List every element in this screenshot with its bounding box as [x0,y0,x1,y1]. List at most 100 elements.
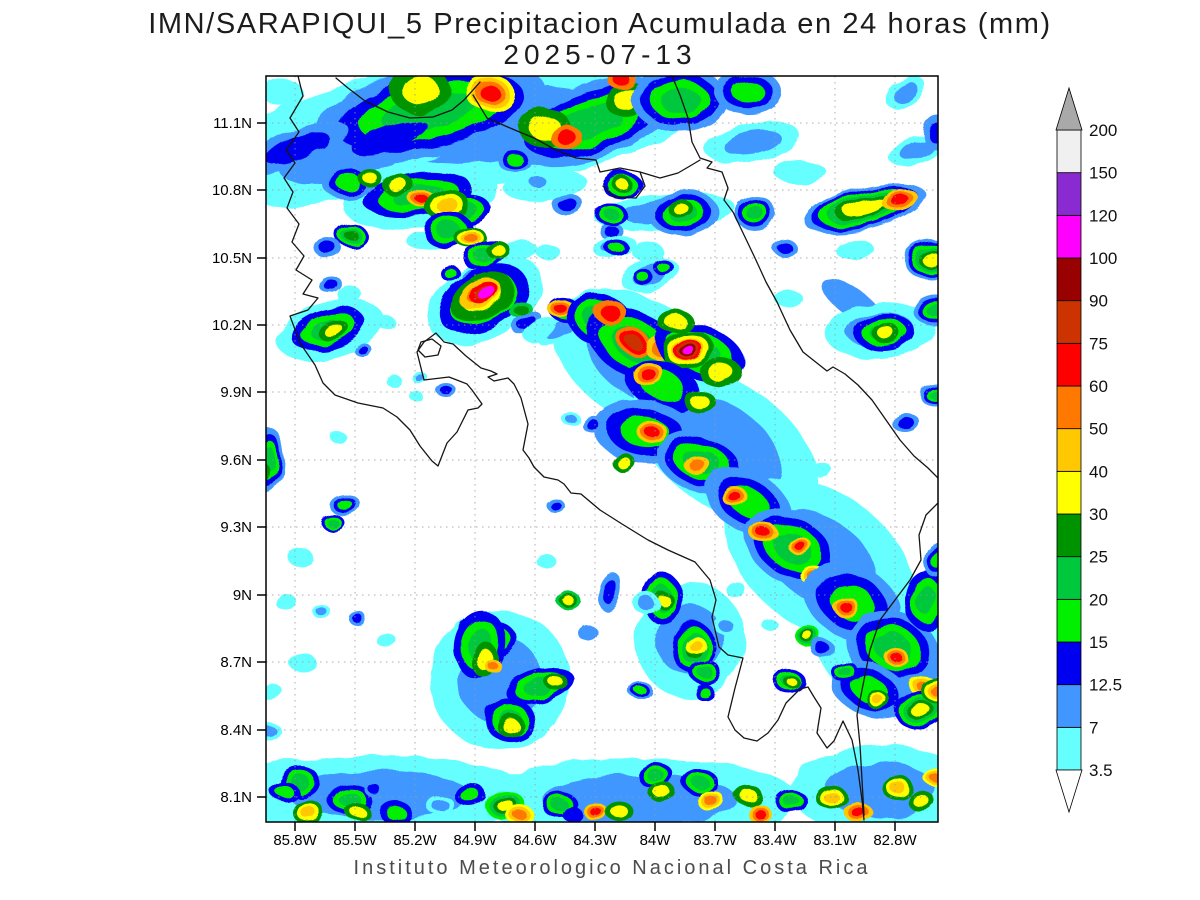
colorbar-tick-label: 12.5 [1089,676,1122,695]
lon-tick-label: 83.1W [813,832,857,849]
precip-cell [631,592,659,612]
precip-cell [908,792,936,812]
colorbar-tick-label: 7 [1089,718,1098,737]
precip-cell [894,690,938,730]
lat-tick-label: 9.6N [220,452,252,469]
lon-tick-label: 84W [640,832,672,849]
precip-cell [478,286,496,300]
lat-tick-label: 10.2N [212,317,252,334]
colorbar-segment [1056,172,1082,216]
colorbar-segment [1056,556,1082,600]
precip-cell [330,431,346,443]
precip-cell [848,610,938,686]
precip-cell [584,803,608,821]
colorbar-segment [1056,470,1082,515]
precip-cell [346,803,370,821]
precip-cell [292,800,324,822]
figure-date: 2025-07-13 [503,39,696,70]
precip-cell [924,769,938,787]
precip-cell [390,76,450,114]
precip-cell [832,596,858,616]
precip-cell [632,362,664,386]
precip-cell [749,522,777,542]
lon-tick-label: 83.4W [753,832,797,849]
precip-cell [704,120,800,164]
precip-cell [615,326,651,356]
precip-cell [694,684,714,700]
colorbar-segment [1056,385,1082,430]
precip-cell [654,592,674,608]
precip-cell [486,660,502,674]
colorbar-segment [1056,129,1082,174]
precip-cell [410,392,424,402]
coastline [472,94,701,179]
grid-layer [266,76,938,822]
precip-cell [552,194,584,216]
precip-cell [831,662,859,682]
precip-cell [320,514,344,530]
precip-cell [266,121,349,175]
precip-cell [882,188,918,212]
lat-tick-label: 9.3N [220,519,252,536]
lon-tick-label: 83.7W [693,832,737,849]
lon-tick-label: 85.5W [333,832,377,849]
precip-cell [773,239,797,257]
precip-cell [379,800,411,822]
precip-cell [628,681,652,699]
colorbar-tick-label: 3.5 [1089,761,1113,780]
colorbar-segment [1056,257,1082,302]
colorbar-tick-label: 90 [1089,292,1108,311]
precip-cell [713,616,737,634]
precip-cell [266,463,271,483]
figure-title: IMN/SARAPIQUI_5 Precipitacion Acumulada … [148,8,1052,40]
precip-cell [844,802,872,822]
precip-cell [637,762,673,788]
precip-cell [774,160,826,184]
precip-cell [524,173,552,191]
precip-cell [313,605,331,619]
precip-cell [882,776,914,800]
precip-cell [561,411,579,425]
coastline [602,171,646,199]
precip-cell [698,358,742,386]
lat-tick-label: 8.4N [220,722,252,739]
colorbar-tick-label: 15 [1089,633,1108,652]
precip-cell [872,323,900,343]
precip-cell [454,783,486,807]
colorbar: 3.5 7 12.5 15 20 25 30 40 50 60 75 90 100 120 150 200 [1055,86,1122,814]
precip-cell [365,782,385,798]
precip-cell [734,785,762,805]
precip-cell [496,713,524,737]
precip-cell [721,486,747,506]
lon-tick-label: 84.6W [513,832,557,849]
precip-cell [287,548,313,566]
precip-cell [696,790,724,810]
precip-cell [266,78,302,106]
figure-footer: Instituto Meteorologico Nacional Costa R… [354,857,871,879]
precip-cell [835,240,875,260]
precip-cell [385,374,401,386]
precip-cell [850,513,870,527]
lat-tick-label: 10.5N [212,250,252,267]
colorbar-segment [1056,428,1082,472]
coastline [283,76,865,821]
precip-cell [608,76,636,90]
precip-cell [632,76,728,132]
colorbar-tick-label: 200 [1089,121,1117,140]
precip-cell [597,572,623,612]
colorbar-tick-label: 120 [1089,206,1117,225]
precip-cell [637,421,667,443]
coastline [856,502,938,816]
lat-tick-label: 8.7N [220,654,252,671]
lon-tick-label: 84.3W [573,832,617,849]
coastline [335,77,481,119]
lon-tick-label: 85.8W [273,832,317,849]
precip-cell [920,383,938,407]
precip-cell [275,594,297,610]
map-frame [265,75,939,823]
precip-cell [808,462,832,478]
precip-cell [382,174,414,196]
lat-tick-label: 10.8N [212,182,252,199]
precip-cell [535,553,555,567]
